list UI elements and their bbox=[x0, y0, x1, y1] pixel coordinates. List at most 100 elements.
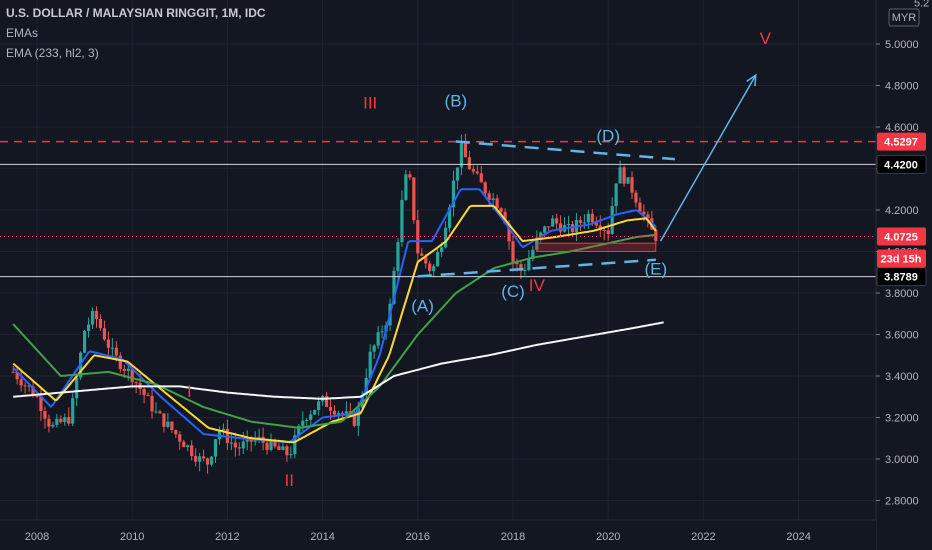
triangle-upper-trendline[interactable] bbox=[455, 140, 675, 161]
candle-body bbox=[162, 413, 166, 427]
candle-body bbox=[634, 192, 638, 203]
projection-arrow[interactable] bbox=[659, 74, 757, 242]
candle-body bbox=[352, 412, 356, 426]
candle-body bbox=[459, 143, 464, 168]
candle-body bbox=[126, 368, 130, 371]
candle-body bbox=[90, 310, 95, 325]
wave-label: (E) bbox=[644, 259, 667, 278]
x-tick-label: 2010 bbox=[120, 531, 144, 543]
candle-body bbox=[293, 435, 297, 455]
candle-body bbox=[440, 247, 444, 253]
triangle-lower-trendline[interactable] bbox=[417, 258, 656, 278]
candle-body bbox=[408, 174, 412, 178]
candle-body bbox=[618, 167, 622, 184]
candle-body bbox=[102, 328, 107, 340]
candle-body bbox=[146, 395, 150, 397]
candle-body bbox=[134, 382, 138, 384]
candle-body bbox=[154, 411, 158, 413]
support-zone-box[interactable] bbox=[536, 242, 657, 252]
candle-body bbox=[114, 347, 118, 356]
candle-body bbox=[531, 249, 535, 259]
indicator-label-emas[interactable]: EMAs bbox=[6, 26, 39, 40]
wave-label: IV bbox=[529, 276, 546, 295]
candle-body bbox=[590, 213, 594, 223]
ema-line[interactable] bbox=[12, 233, 656, 429]
candle-body bbox=[182, 441, 186, 448]
candle-body bbox=[527, 258, 531, 271]
candle-body bbox=[412, 177, 416, 221]
candle-body bbox=[404, 174, 408, 200]
candle-body bbox=[523, 270, 527, 272]
candle-body bbox=[86, 324, 91, 331]
candle-body bbox=[11, 371, 15, 373]
candle-body bbox=[503, 211, 507, 224]
candle-body bbox=[539, 232, 543, 238]
candle-body bbox=[610, 206, 614, 234]
candle-body bbox=[332, 410, 337, 415]
wave-label: (D) bbox=[596, 127, 620, 146]
candle-body bbox=[217, 430, 222, 440]
candle-body bbox=[269, 440, 273, 450]
ema-line[interactable] bbox=[12, 204, 657, 444]
candle-body bbox=[63, 417, 67, 423]
x-tick-label: 2022 bbox=[691, 531, 715, 543]
countdown-label: 23d 15h bbox=[881, 253, 922, 265]
candle-body bbox=[547, 226, 551, 228]
ema-line[interactable] bbox=[13, 321, 664, 400]
candle-body bbox=[396, 242, 400, 271]
candle-body bbox=[400, 199, 404, 243]
candle-body bbox=[630, 177, 634, 193]
y-tick-label: 4.8000 bbox=[885, 81, 919, 93]
candle-body bbox=[106, 339, 110, 348]
candle-body bbox=[471, 169, 475, 172]
x-tick-label: 2024 bbox=[786, 531, 810, 543]
candle-body bbox=[39, 395, 43, 411]
price-tag bbox=[877, 132, 926, 151]
countdown-tag bbox=[877, 249, 926, 268]
currency-badge-label: MYR bbox=[892, 12, 917, 24]
candle-body bbox=[15, 371, 19, 380]
candle-body bbox=[507, 223, 511, 242]
candle-body bbox=[499, 208, 503, 212]
candle-body bbox=[297, 425, 301, 436]
candle-body bbox=[35, 395, 39, 397]
candle-body bbox=[487, 193, 491, 200]
y-tick-label: 5.0000 bbox=[885, 39, 919, 51]
candle-body bbox=[23, 385, 27, 387]
candle-body bbox=[582, 222, 586, 224]
candle-body bbox=[118, 355, 122, 369]
candle-body bbox=[598, 225, 602, 231]
price-tag-label: 4.5297 bbox=[884, 137, 918, 149]
candle-body bbox=[519, 264, 523, 271]
ema-line[interactable] bbox=[12, 188, 657, 444]
candle-body bbox=[638, 202, 642, 212]
candle-body bbox=[356, 407, 360, 426]
candle-body bbox=[237, 447, 241, 449]
x-tick-label: 2018 bbox=[501, 531, 525, 543]
indicator-label-ema233[interactable]: EMA (233, hl2, 3) bbox=[6, 46, 99, 60]
candle-body bbox=[55, 418, 59, 425]
y-tick-label: 3.0000 bbox=[885, 454, 919, 466]
candle-body bbox=[586, 213, 590, 223]
candle-body bbox=[392, 270, 396, 304]
candle-body bbox=[19, 379, 23, 386]
time-axis[interactable] bbox=[0, 520, 876, 550]
candle-body bbox=[372, 345, 376, 352]
candle-body bbox=[178, 434, 182, 442]
candle-body bbox=[328, 406, 333, 411]
candle-body bbox=[479, 173, 483, 183]
candle-body bbox=[47, 418, 51, 427]
candle-body bbox=[75, 377, 79, 399]
y-tick-label: 3.8000 bbox=[885, 288, 919, 300]
candle-body bbox=[515, 262, 519, 265]
candle-body bbox=[602, 230, 606, 232]
candle-body bbox=[174, 430, 178, 435]
candle-body bbox=[475, 171, 479, 174]
x-tick-label: 2012 bbox=[215, 531, 239, 543]
candle-body bbox=[317, 401, 321, 410]
candle-body bbox=[166, 421, 170, 427]
candle-body bbox=[642, 211, 646, 215]
currency-badge[interactable] bbox=[888, 8, 920, 27]
candle-body bbox=[301, 420, 305, 426]
